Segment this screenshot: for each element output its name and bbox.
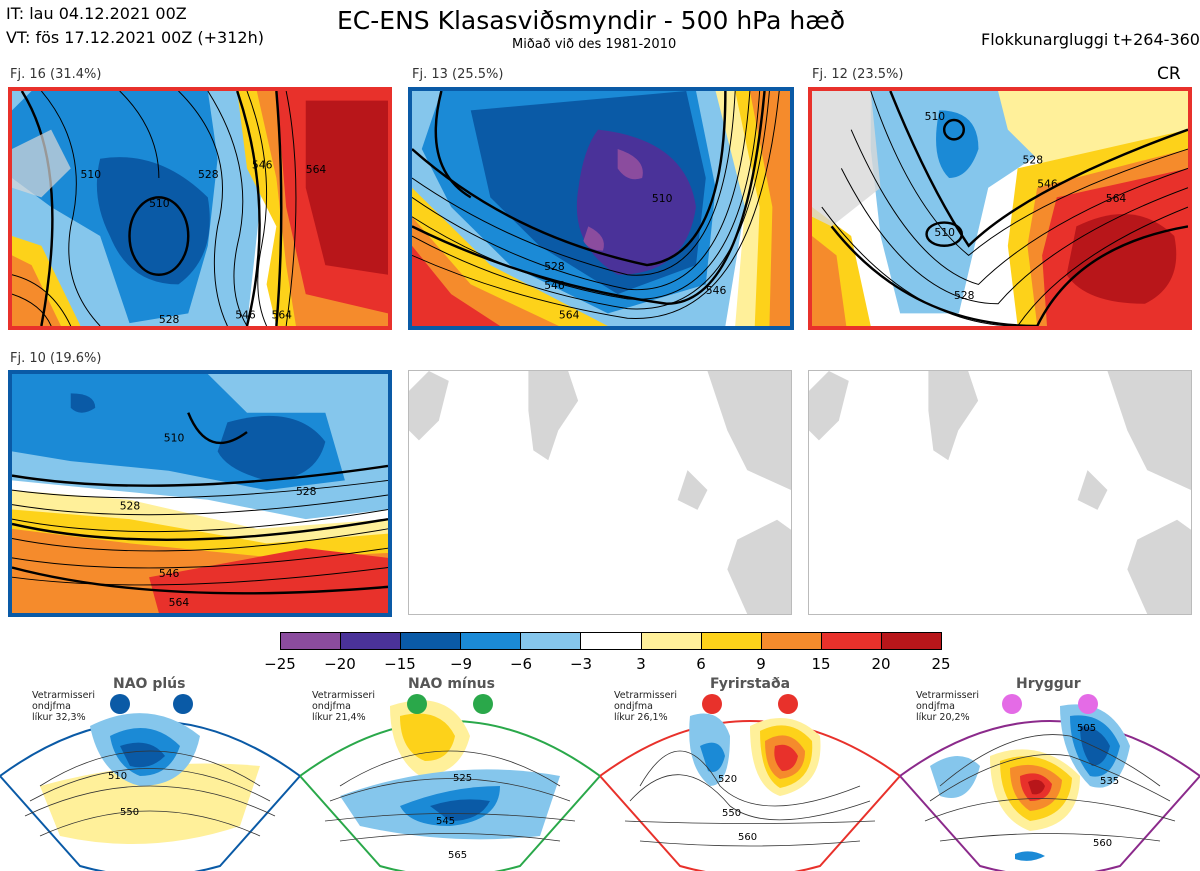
map-label-2: Fj. 13 (25.5%) (412, 67, 504, 82)
legend-tick: −3 (569, 655, 593, 673)
regime-title: Fyrirstaða (710, 676, 791, 692)
regime-title: Hryggur (1016, 676, 1081, 692)
regime-contour-label: 560 (1093, 838, 1112, 849)
legend-tick: −9 (449, 655, 473, 673)
map-label-4: Fj. 10 (19.6%) (10, 351, 102, 366)
legend-swatch (341, 633, 402, 649)
contour-label: 564 (306, 163, 327, 176)
contour-label: 528 (120, 500, 141, 513)
contour-label: 564 (271, 308, 292, 321)
regime-contour-label: 535 (1100, 776, 1119, 787)
regime-blocking: 520 550 560 Fyrirstaða Vetrarmisseri ondj… (600, 676, 900, 871)
contour-label: 510 (164, 432, 185, 445)
regime-title: NAO mínus (408, 676, 495, 692)
legend-swatch (281, 633, 342, 649)
legend-tick: −6 (509, 655, 533, 673)
legend-swatch (401, 633, 462, 649)
legend-tick: 9 (756, 655, 766, 673)
legend-swatch (641, 633, 702, 649)
contour-label: 510 (149, 197, 170, 210)
cluster-map-4: 510 528 546 564 528 (8, 370, 392, 617)
regime-contour-label: 560 (738, 832, 757, 843)
regime-contour-label: 520 (718, 774, 737, 785)
page-subtitle: Miðað við des 1981-2010 (512, 37, 677, 52)
contour-label: 546 (235, 308, 256, 321)
legend-swatch (461, 633, 522, 649)
regime-note: Vetrarmisseri ondjfma líkur 26,1% (614, 690, 677, 723)
regime-note: Vetrarmisseri ondjfma líkur 21,4% (312, 690, 375, 723)
contour-label: 528 (198, 168, 219, 181)
regime-note: Vetrarmisseri ondjfma líkur 32,3% (32, 690, 95, 723)
regime-contour-label: 565 (448, 850, 467, 861)
regime-nao-plus: 510 550 NAO plús Vetrarmisseri ondjfma lík… (0, 676, 300, 871)
contour-label: 528 (159, 313, 180, 326)
contour-label: 528 (544, 260, 565, 273)
cluster-map-3: 510 528 546 564 528 510 (808, 87, 1192, 330)
contour-label: 510 (934, 226, 955, 239)
contour-label: 510 (81, 168, 102, 181)
regime-nao-minus: 525 545 565 NAO mínus Vetrarmisseri ondjf… (300, 676, 600, 871)
regime-contour-label: 545 (436, 816, 455, 827)
legend-swatch (581, 633, 642, 649)
regime-contour-label: 550 (120, 807, 139, 818)
legend-swatch (821, 633, 882, 649)
anomaly-color-bar (280, 632, 942, 650)
contour-label: 528 (1023, 154, 1044, 167)
legend-tick: 15 (811, 655, 831, 673)
contour-label: 510 (652, 192, 673, 205)
legend-tick: −15 (384, 655, 416, 673)
empty-map-6 (808, 370, 1192, 615)
regime-contour-label: 505 (1077, 723, 1096, 734)
legend-tick: 6 (696, 655, 706, 673)
contour-label: 546 (706, 284, 727, 297)
contour-label: 564 (169, 596, 190, 609)
legend-tick: −25 (264, 655, 296, 673)
legend-tick: 3 (636, 655, 646, 673)
contour-label: 546 (544, 279, 565, 292)
valid-time: VT: fös 17.12.2021 00Z (+312h) (6, 28, 264, 47)
contour-label: 546 (1037, 178, 1058, 191)
issue-time: IT: lau 04.12.2021 00Z (6, 4, 187, 23)
legend-tick: 20 (871, 655, 891, 673)
legend-swatch (521, 633, 582, 649)
legend-swatch (761, 633, 822, 649)
contour-label: 528 (954, 289, 975, 302)
empty-map-5 (408, 370, 792, 615)
regime-ridge: 505 535 560 Hryggur Vetrarmisseri ondjfma… (900, 676, 1200, 871)
contour-label: 510 (925, 110, 946, 123)
contour-label: 546 (252, 158, 273, 171)
map-label-3: Fj. 12 (23.5%) (812, 67, 904, 82)
legend-tick: 25 (931, 655, 951, 673)
cluster-map-1: 510 528 546 564 510 528 546 564 (8, 87, 392, 330)
legend-tick: −20 (324, 655, 356, 673)
regime-note: Vetrarmisseri ondjfma líkur 20,2% (916, 690, 979, 723)
contour-label: 528 (296, 485, 317, 498)
contour-label: 546 (159, 567, 180, 580)
contour-label: 564 (1106, 192, 1127, 205)
page-title: EC-ENS Klasasviðsmyndir - 500 hPa hæð (337, 6, 846, 35)
legend-swatch (881, 633, 942, 649)
regime-title: NAO plús (113, 676, 186, 692)
map-label-1: Fj. 16 (31.4%) (10, 67, 102, 82)
regime-contour-label: 525 (453, 773, 472, 784)
corner-code: CR (1157, 64, 1181, 84)
classification-window: Flokkunargluggi t+264-360 (981, 30, 1200, 49)
regime-contour-label: 550 (722, 808, 741, 819)
cluster-map-2: 510 528 546 564 546 (408, 87, 794, 330)
contour-label: 564 (559, 308, 580, 321)
legend-swatch (701, 633, 762, 649)
regime-contour-label: 510 (108, 771, 127, 782)
